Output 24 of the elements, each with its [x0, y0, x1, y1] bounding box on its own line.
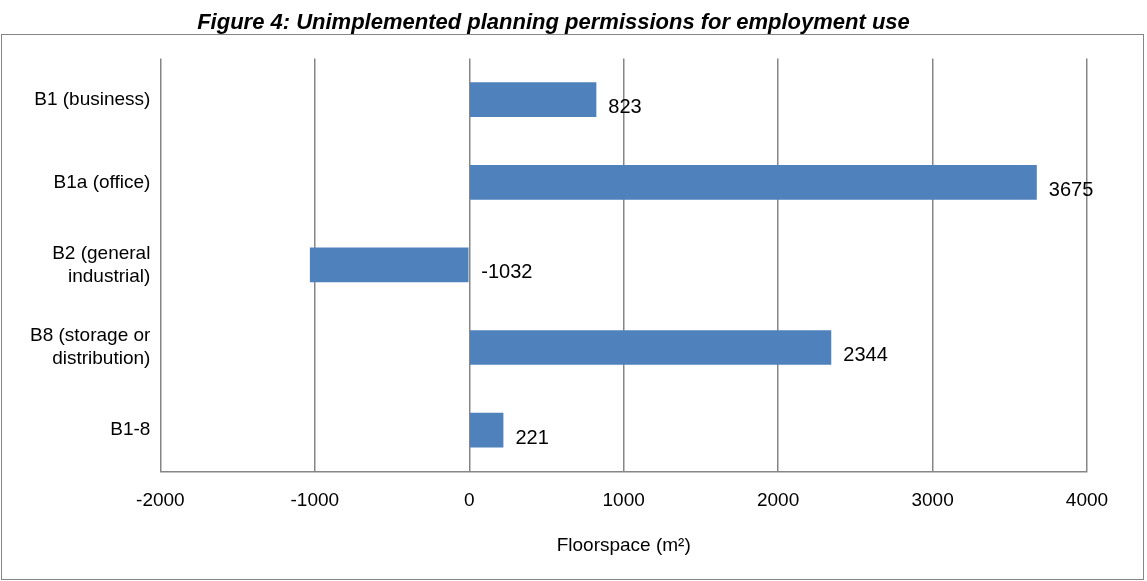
- data-label: 823: [608, 95, 642, 118]
- y-tick-label: B2 (general industrial): [52, 241, 151, 286]
- y-tick-label: B1-8: [110, 418, 151, 440]
- y-tick-label: B8 (storage or distribution): [29, 324, 152, 369]
- bar: [470, 82, 597, 118]
- bar: [470, 330, 832, 365]
- chart-title: Figure 4: Unimplemented planning permissions for employment use: [197, 9, 910, 35]
- x-tick-label: 4000: [1065, 489, 1109, 511]
- data-label: 221: [515, 425, 549, 448]
- data-label: 2344: [843, 343, 888, 366]
- x-tick-label: 2000: [756, 489, 800, 511]
- x-tick-label: -1000: [290, 489, 340, 511]
- data-label: -1032: [481, 260, 533, 283]
- bar: [309, 247, 469, 283]
- x-tick-label: -2000: [136, 489, 185, 511]
- bar: [470, 412, 504, 448]
- x-tick-label: 0: [463, 489, 475, 511]
- bar: [470, 164, 1037, 200]
- y-tick-label: B1 (business): [34, 87, 151, 109]
- data-label: 3675: [1048, 177, 1094, 200]
- x-tick-label: 1000: [602, 489, 645, 511]
- x-axis-title: Floorspace (m²): [556, 533, 691, 555]
- y-tick-label: B1a (office): [53, 170, 151, 192]
- x-tick-label: 3000: [911, 489, 954, 511]
